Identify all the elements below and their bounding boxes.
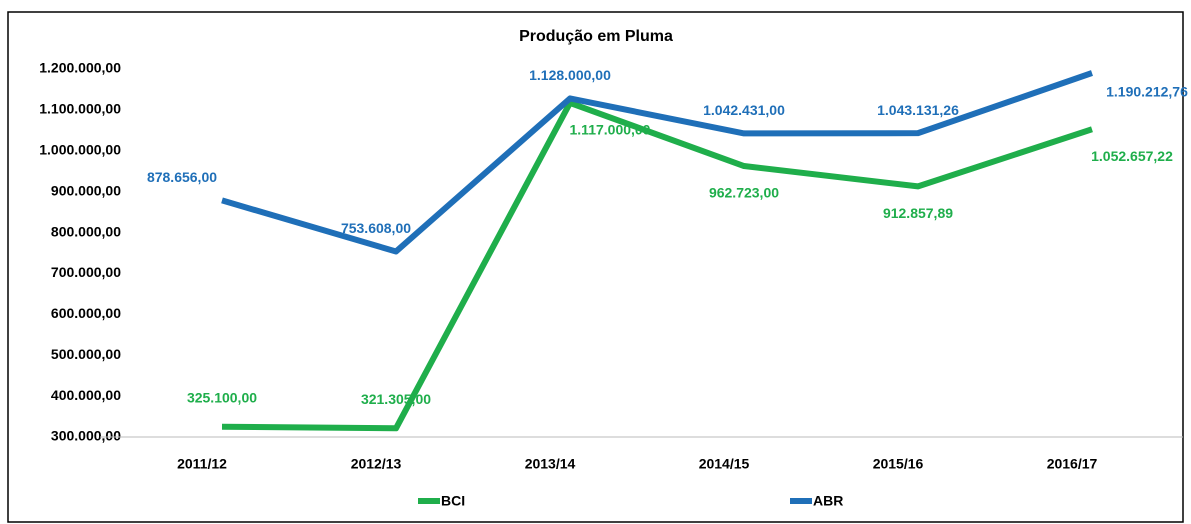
x-tick-label: 2013/14: [525, 456, 576, 472]
y-tick-label: 1.100.000,00: [39, 101, 121, 117]
data-label: 1.052.657,22: [1091, 148, 1173, 164]
x-tick-label: 2015/16: [873, 456, 924, 472]
data-label: 912.857,89: [883, 205, 953, 221]
data-label: 325.100,00: [187, 389, 257, 405]
y-tick-label: 1.200.000,00: [39, 60, 121, 76]
x-tick-label: 2014/15: [699, 456, 750, 472]
data-label: 321.305,00: [361, 391, 431, 407]
line-series: [221, 70, 1093, 255]
y-tick-label: 700.000,00: [51, 264, 121, 280]
chart-frame: [7, 11, 1184, 523]
data-label: 962.723,00: [709, 185, 779, 201]
y-tick-label: 300.000,00: [51, 428, 121, 444]
y-tick-label: 800.000,00: [51, 223, 121, 239]
legend-label: BCI: [441, 493, 465, 509]
legend-label: ABR: [813, 493, 843, 509]
data-label: 1.128.000,00: [529, 67, 611, 83]
line-series: [221, 99, 1093, 432]
data-label: 1.043.131,26: [877, 102, 959, 118]
y-tick-label: 400.000,00: [51, 387, 121, 403]
data-label: 1.190.212,76: [1106, 84, 1188, 100]
chart-title: Produção em Pluma: [519, 28, 673, 45]
data-label: 1.042.431,00: [703, 102, 785, 118]
y-tick-label: 1.000.000,00: [39, 141, 121, 157]
y-tick-label: 900.000,00: [51, 182, 121, 198]
data-label: 1.117.000,00: [570, 122, 651, 138]
y-tick-label: 500.000,00: [51, 346, 121, 362]
data-label: 753.608,00: [341, 220, 411, 236]
x-tick-label: 2016/17: [1047, 456, 1098, 472]
y-tick-label: 600.000,00: [51, 305, 121, 321]
x-tick-label: 2011/12: [177, 456, 227, 472]
x-tick-label: 2012/13: [351, 456, 402, 472]
data-label: 878.656,00: [147, 169, 217, 185]
